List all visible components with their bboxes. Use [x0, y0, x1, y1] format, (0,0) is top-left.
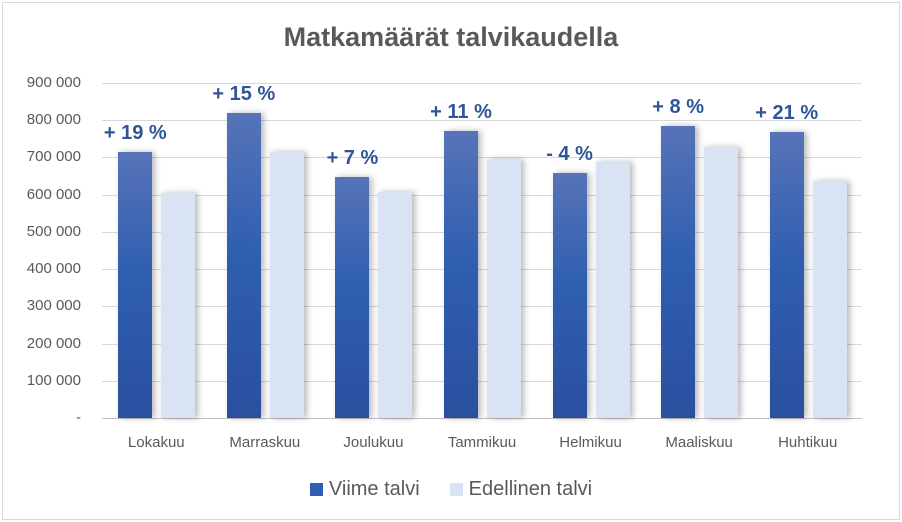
bar-edellinen-talvi[interactable]: [161, 192, 196, 418]
change-annotation: + 15 %: [212, 82, 276, 105]
x-tick-label: Huhtikuu: [778, 434, 838, 451]
change-annotation: + 7 %: [326, 146, 379, 169]
legend-swatch-icon: [309, 483, 323, 496]
y-tick-label: 500 000: [26, 222, 81, 240]
gridline: [102, 418, 862, 419]
gridline: [102, 306, 862, 308]
legend-label: Viime talvi: [328, 478, 420, 500]
bar-edellinen-talvi[interactable]: [595, 161, 630, 418]
gridline: [102, 343, 862, 345]
y-tick-label: 200 000: [26, 334, 81, 352]
change-annotation: + 11 %: [430, 100, 492, 123]
y-tick-label: 100 000: [26, 371, 81, 389]
gridline: [102, 194, 862, 196]
y-tick-label: 900 000: [26, 74, 81, 91]
bar-edellinen-talvi[interactable]: [704, 147, 739, 418]
legend-item-viime-talvi[interactable]: Viime talvi: [309, 478, 420, 501]
change-annotation: - 4 %: [546, 142, 593, 165]
x-tick-label: Helmikuu: [559, 434, 622, 451]
gridline: [102, 83, 862, 84]
bar-viime-talvi[interactable]: [769, 131, 804, 418]
change-annotation: + 19 %: [103, 121, 167, 144]
bar-viime-talvi[interactable]: [226, 112, 261, 418]
bar-edellinen-talvi[interactable]: [487, 158, 521, 418]
y-tick-label: 700 000: [26, 148, 81, 166]
bar-viime-talvi[interactable]: [552, 172, 587, 418]
y-tick-label: 400 000: [26, 260, 81, 278]
gridline: [102, 269, 862, 271]
legend-label: Edellinen talvi: [468, 478, 593, 500]
bar-viime-talvi[interactable]: [444, 130, 478, 418]
gridline: [102, 157, 862, 159]
gridline: [102, 380, 862, 382]
legend-item-edellinen-talvi[interactable]: Edellinen talvi: [449, 478, 593, 501]
change-annotation: + 8 %: [652, 95, 704, 118]
x-tick-label: Maaliskuu: [665, 434, 733, 451]
y-tick-label: 600 000: [26, 185, 81, 203]
gridline: [102, 231, 862, 233]
x-tick-label: Lokakuu: [127, 434, 185, 451]
bar-viime-talvi[interactable]: [335, 176, 370, 418]
x-tick-label: Tammikuu: [447, 434, 517, 451]
bar-viime-talvi[interactable]: [661, 125, 696, 418]
y-tick-label: 800 000: [26, 111, 81, 129]
legend-swatch-icon: [449, 483, 463, 496]
change-annotation: + 21 %: [755, 101, 819, 124]
x-tick-label: Marraskuu: [229, 434, 301, 451]
legend: Viime talvi Edellinen talvi: [0, 478, 902, 501]
y-tick-label: 300 000: [26, 297, 81, 315]
x-tick-label: Joulukuu: [343, 434, 404, 451]
bar-edellinen-talvi[interactable]: [378, 192, 413, 418]
gridline: [102, 120, 862, 122]
bar-viime-talvi[interactable]: [118, 151, 153, 418]
y-tick-label: -: [76, 409, 81, 426]
chart-title: Matkamäärät talvikaudella: [283, 22, 619, 52]
bar-edellinen-talvi[interactable]: [812, 180, 847, 418]
bar-edellinen-talvi[interactable]: [269, 151, 304, 418]
